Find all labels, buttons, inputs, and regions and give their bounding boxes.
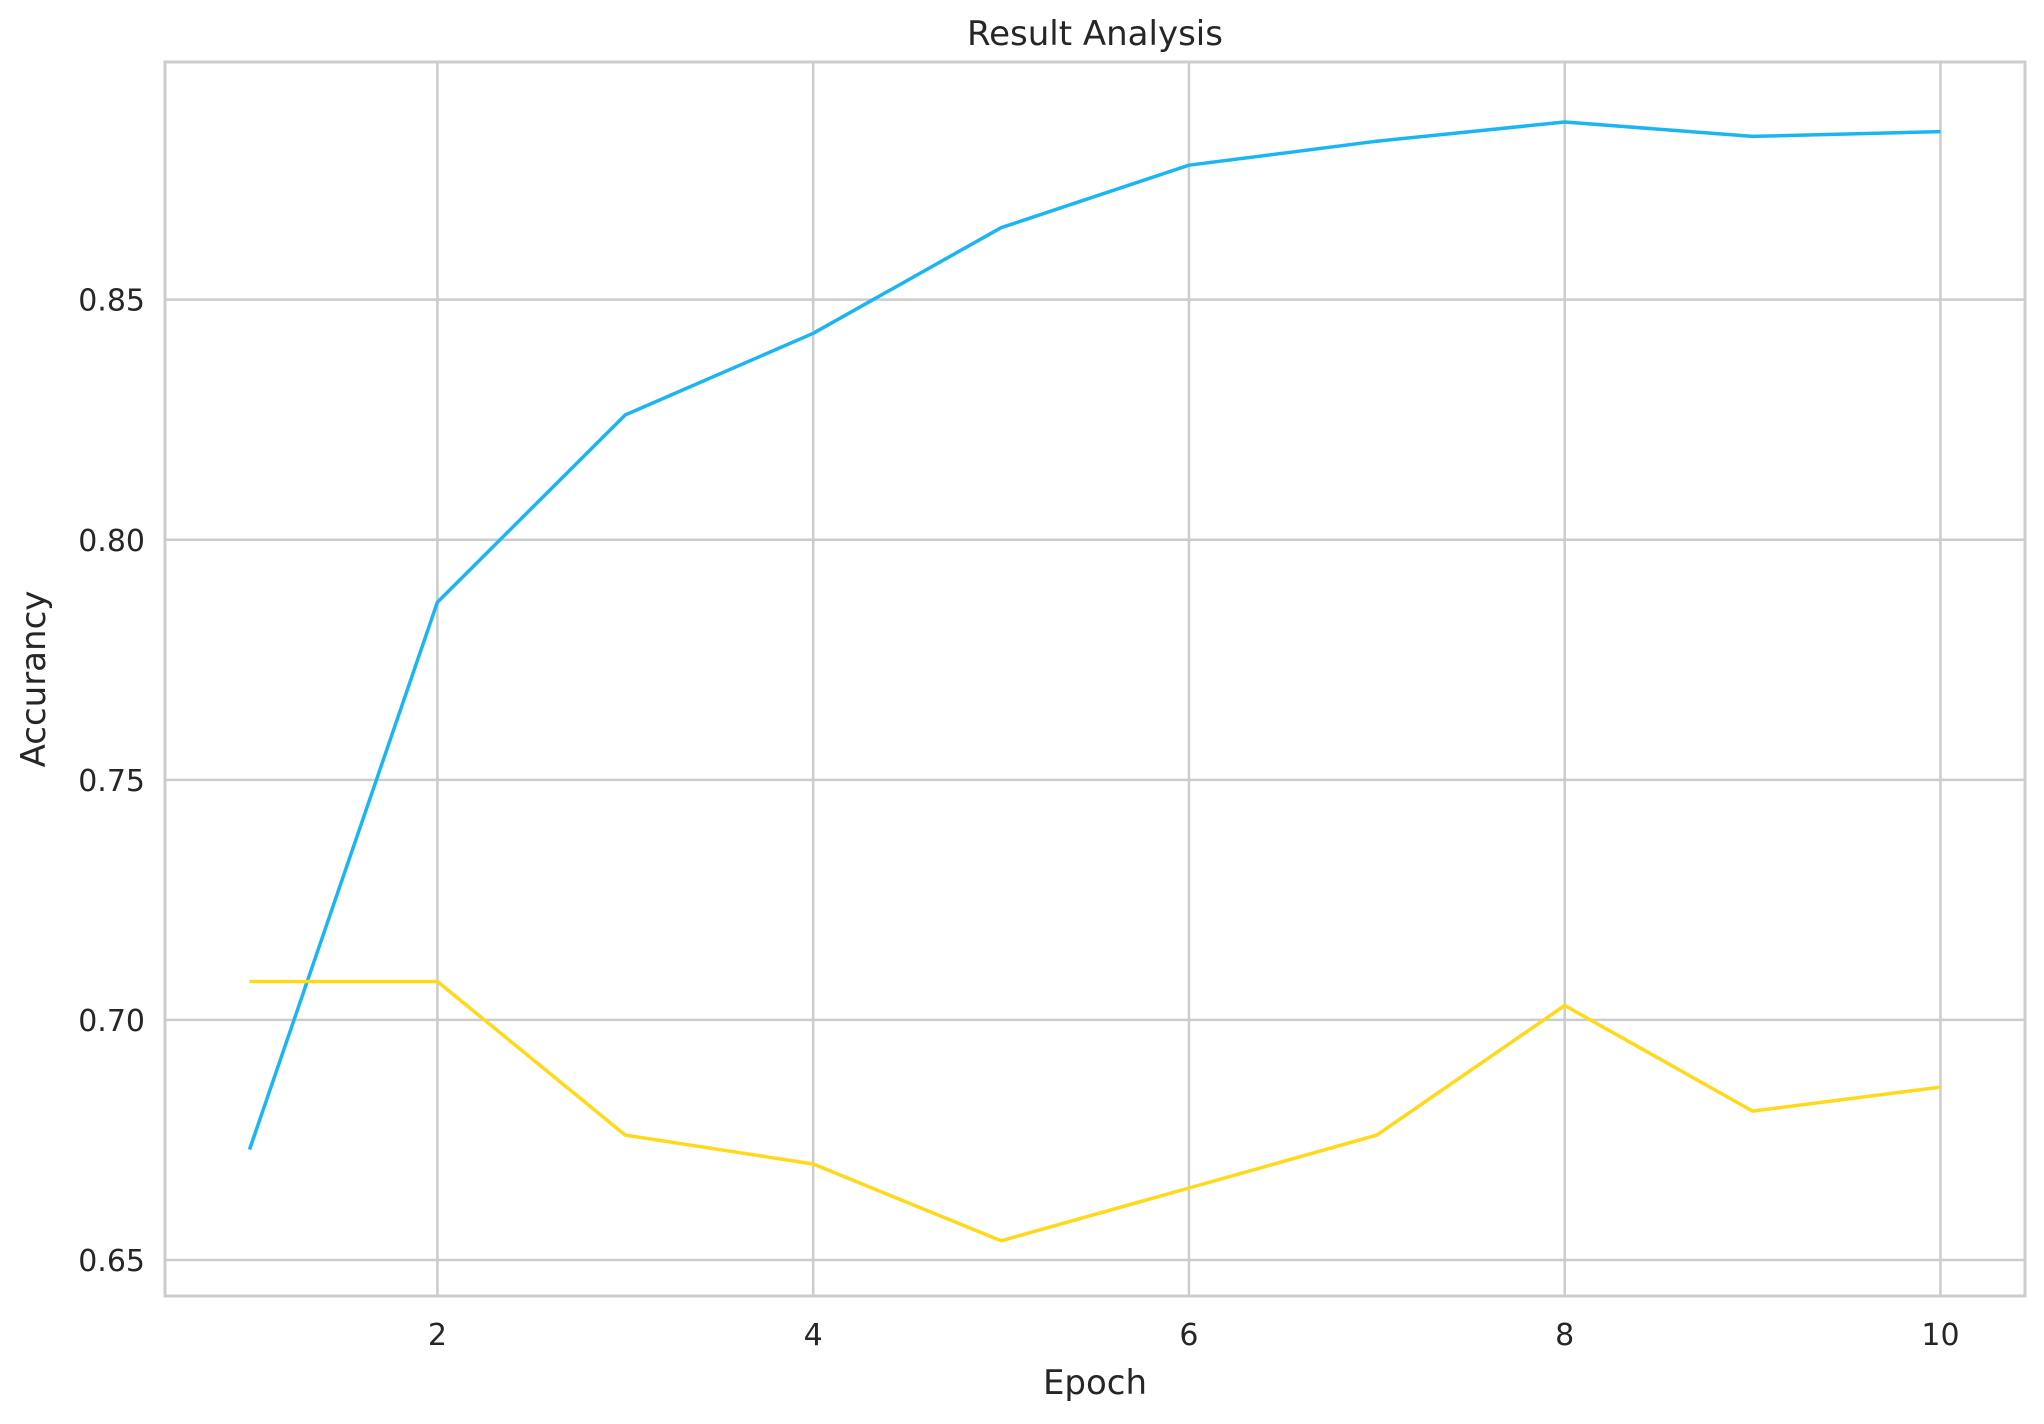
plot-frame bbox=[163, 60, 2027, 1298]
x-tick-label: 2 bbox=[428, 1318, 447, 1353]
x-axis-label: Epoch bbox=[1043, 1363, 1147, 1403]
x-tick-label: 8 bbox=[1555, 1318, 1574, 1353]
y-tick-label: 0.70 bbox=[78, 1004, 145, 1039]
chart-title: Result Analysis bbox=[967, 14, 1223, 54]
x-tick-labels: 2 4 6 8 10 bbox=[428, 1318, 1960, 1353]
series-line-2 bbox=[249, 979, 1941, 1243]
series-line-1 bbox=[247, 120, 1941, 1151]
y-tick-labels: 0.65 0.70 0.75 0.80 0.85 bbox=[78, 284, 145, 1279]
y-tick-label: 0.80 bbox=[78, 524, 145, 559]
y-tick-label: 0.75 bbox=[78, 764, 145, 799]
data-series bbox=[247, 120, 1941, 1243]
x-tick-label: 6 bbox=[1179, 1318, 1198, 1353]
x-tick-label: 4 bbox=[804, 1318, 823, 1353]
grid-lines bbox=[165, 62, 2025, 1296]
y-tick-label: 0.85 bbox=[78, 284, 145, 319]
y-tick-label: 0.65 bbox=[78, 1244, 145, 1279]
x-tick-label: 10 bbox=[1921, 1318, 1959, 1353]
y-axis-label: Accurancy bbox=[14, 591, 54, 768]
